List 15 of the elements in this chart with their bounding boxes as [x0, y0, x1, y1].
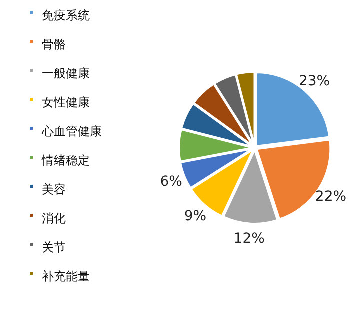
legend-label: 美容: [42, 182, 66, 196]
legend-label: 免疫系统: [42, 8, 90, 22]
legend-label: 骨骼: [42, 37, 66, 52]
data-label: 23%: [298, 73, 330, 90]
legend-label: 关节: [42, 240, 66, 254]
legend-label: 心血管健康: [41, 124, 102, 138]
legend-label: 女性健康: [42, 95, 90, 110]
data-label: 9%: [184, 208, 207, 225]
legend-label: 补充能量: [42, 269, 90, 284]
legend-label: 情绪稳定: [41, 153, 90, 168]
legend-label: 一般健康: [42, 66, 90, 80]
legend-label: 消化: [42, 211, 66, 226]
data-label: 12%: [234, 230, 265, 247]
data-label: 22%: [315, 189, 347, 206]
data-label: 6%: [160, 174, 182, 190]
